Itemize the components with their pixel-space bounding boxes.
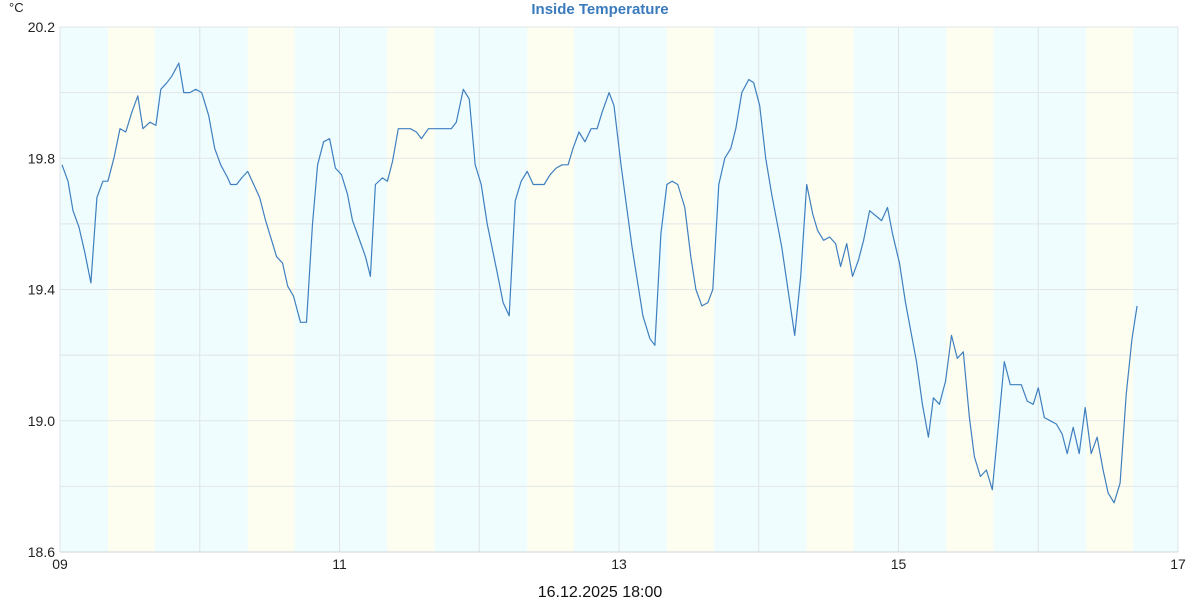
x-axis-timestamp-label: 16.12.2025 18:00 [537,584,663,601]
x-tick-label: 15 [891,556,907,572]
y-tick-label: 19.8 [28,150,55,166]
chart-title: Inside Temperature [531,1,669,18]
temperature-line [61,62,1138,504]
x-tick-label: 17 [1170,556,1186,572]
y-tick-label: 18.6 [28,544,55,560]
y-axis-unit-label: °C [9,0,24,15]
y-tick-label: 19.4 [28,282,55,298]
y-tick-label: 20.2 [28,19,55,35]
x-tick-label: 11 [332,556,347,572]
x-tick-label: 13 [611,556,627,572]
y-tick-label: 19.0 [28,413,55,429]
x-tick-label: 09 [52,556,68,572]
